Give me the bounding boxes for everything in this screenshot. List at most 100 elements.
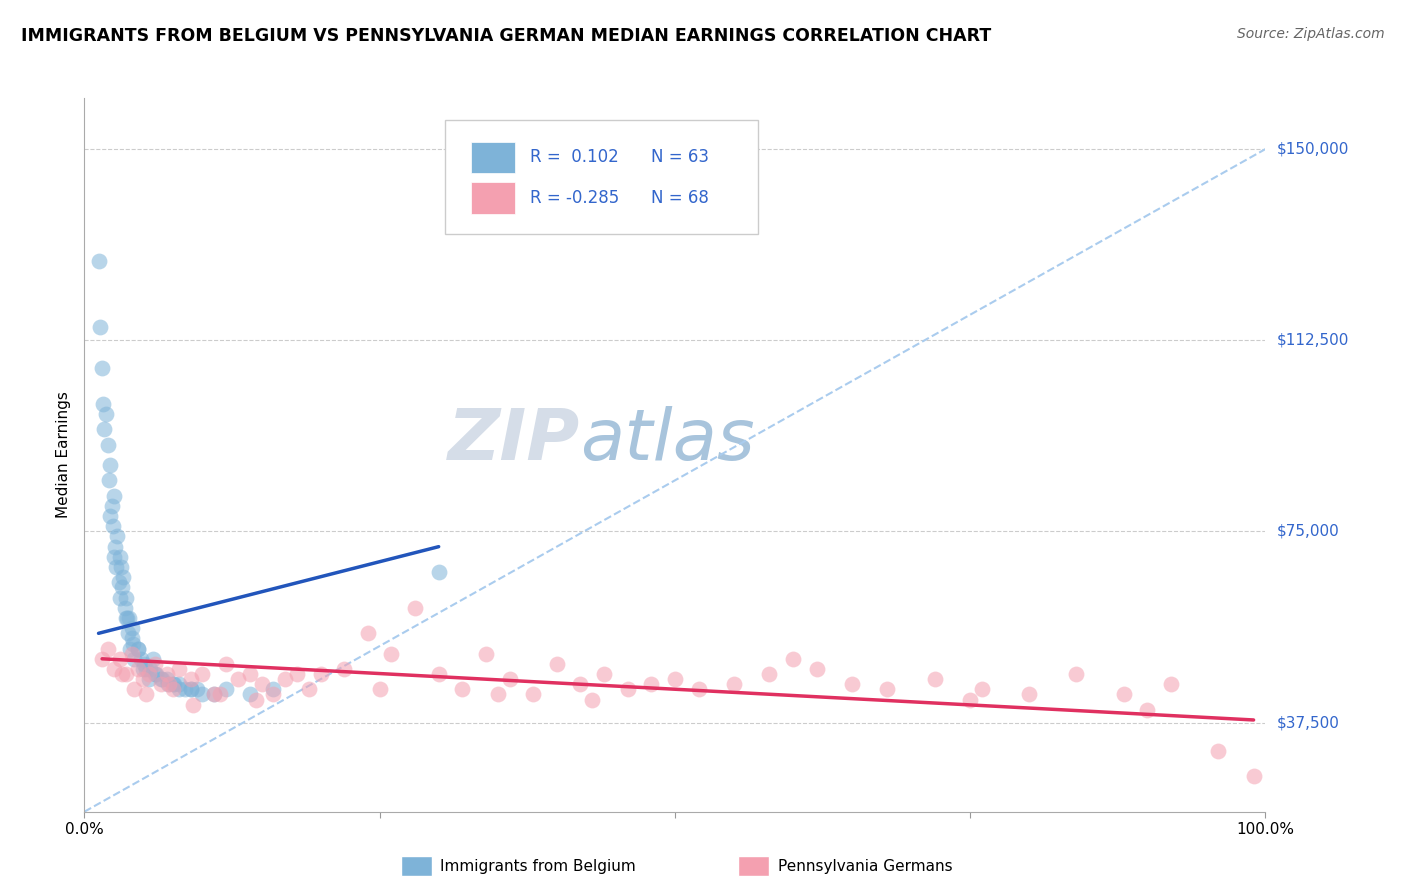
- Point: [138, 672, 160, 686]
- Text: R =  0.102: R = 0.102: [530, 148, 619, 166]
- Point: [129, 652, 152, 666]
- Point: [1136, 703, 1159, 717]
- Point: [110, 591, 132, 605]
- Point: [250, 677, 273, 691]
- Point: [118, 611, 141, 625]
- Point: [180, 682, 202, 697]
- Point: [98, 474, 121, 488]
- Point: [262, 682, 284, 697]
- Text: R = -0.285: R = -0.285: [530, 189, 619, 207]
- Point: [202, 688, 225, 702]
- Point: [98, 458, 121, 472]
- Point: [157, 677, 180, 691]
- Point: [169, 682, 191, 697]
- Point: [181, 698, 204, 712]
- Point: [91, 397, 114, 411]
- Point: [93, 422, 115, 436]
- Point: [127, 662, 149, 676]
- Point: [162, 677, 184, 691]
- Point: [120, 641, 142, 656]
- Point: [167, 677, 190, 691]
- Point: [108, 652, 131, 666]
- Point: [115, 611, 138, 625]
- FancyBboxPatch shape: [444, 120, 758, 234]
- Point: [1018, 688, 1040, 702]
- Point: [103, 549, 125, 564]
- Point: [427, 565, 450, 579]
- Point: [226, 672, 249, 686]
- Point: [262, 688, 284, 702]
- Point: [127, 641, 149, 656]
- Point: [186, 682, 208, 697]
- Point: [723, 677, 745, 691]
- Point: [876, 682, 898, 697]
- Point: [142, 652, 165, 666]
- Point: [616, 682, 638, 697]
- Point: [122, 652, 145, 666]
- Point: [114, 667, 136, 681]
- Point: [91, 652, 114, 666]
- Point: [115, 611, 138, 625]
- Text: atlas: atlas: [581, 406, 755, 475]
- Point: [475, 647, 498, 661]
- Point: [522, 688, 544, 702]
- Point: [94, 407, 117, 421]
- Point: [132, 657, 155, 671]
- Point: [100, 499, 122, 513]
- Point: [239, 688, 262, 702]
- Point: [145, 667, 167, 681]
- Point: [143, 667, 166, 681]
- Point: [111, 581, 134, 595]
- Point: [245, 692, 267, 706]
- Point: [191, 688, 214, 702]
- Text: N = 63: N = 63: [651, 148, 709, 166]
- Point: [122, 682, 145, 697]
- Point: [117, 626, 139, 640]
- Point: [121, 636, 143, 650]
- Point: [215, 657, 238, 671]
- Point: [1066, 667, 1088, 681]
- Point: [924, 672, 946, 686]
- Text: IMMIGRANTS FROM BELGIUM VS PENNSYLVANIA GERMAN MEDIAN EARNINGS CORRELATION CHART: IMMIGRANTS FROM BELGIUM VS PENNSYLVANIA …: [21, 27, 991, 45]
- Point: [132, 662, 155, 676]
- Point: [581, 692, 603, 706]
- Point: [135, 688, 157, 702]
- Point: [309, 667, 332, 681]
- Point: [107, 575, 129, 590]
- Point: [806, 662, 828, 676]
- Point: [593, 667, 616, 681]
- Point: [98, 509, 121, 524]
- Point: [104, 540, 127, 554]
- Point: [97, 641, 120, 656]
- Point: [156, 672, 179, 686]
- Point: [202, 688, 225, 702]
- Point: [143, 657, 166, 671]
- Point: [167, 662, 190, 676]
- Point: [427, 667, 450, 681]
- Point: [298, 682, 321, 697]
- Point: [209, 688, 232, 702]
- Point: [841, 677, 863, 691]
- Point: [368, 682, 391, 697]
- Point: [150, 672, 173, 686]
- Point: [114, 591, 136, 605]
- Text: $150,000: $150,000: [1277, 142, 1350, 157]
- Point: [89, 320, 111, 334]
- Point: [121, 632, 143, 646]
- Point: [546, 657, 568, 671]
- Point: [970, 682, 993, 697]
- Point: [664, 672, 686, 686]
- Point: [357, 626, 380, 640]
- Bar: [471, 182, 516, 214]
- Point: [782, 652, 804, 666]
- Point: [107, 529, 129, 543]
- Text: Immigrants from Belgium: Immigrants from Belgium: [440, 859, 636, 873]
- Text: Source: ZipAtlas.com: Source: ZipAtlas.com: [1237, 27, 1385, 41]
- Y-axis label: Median Earnings: Median Earnings: [56, 392, 72, 518]
- Point: [498, 672, 520, 686]
- Bar: [471, 142, 516, 173]
- Point: [191, 667, 214, 681]
- Point: [380, 647, 402, 661]
- Point: [180, 672, 202, 686]
- Point: [274, 672, 297, 686]
